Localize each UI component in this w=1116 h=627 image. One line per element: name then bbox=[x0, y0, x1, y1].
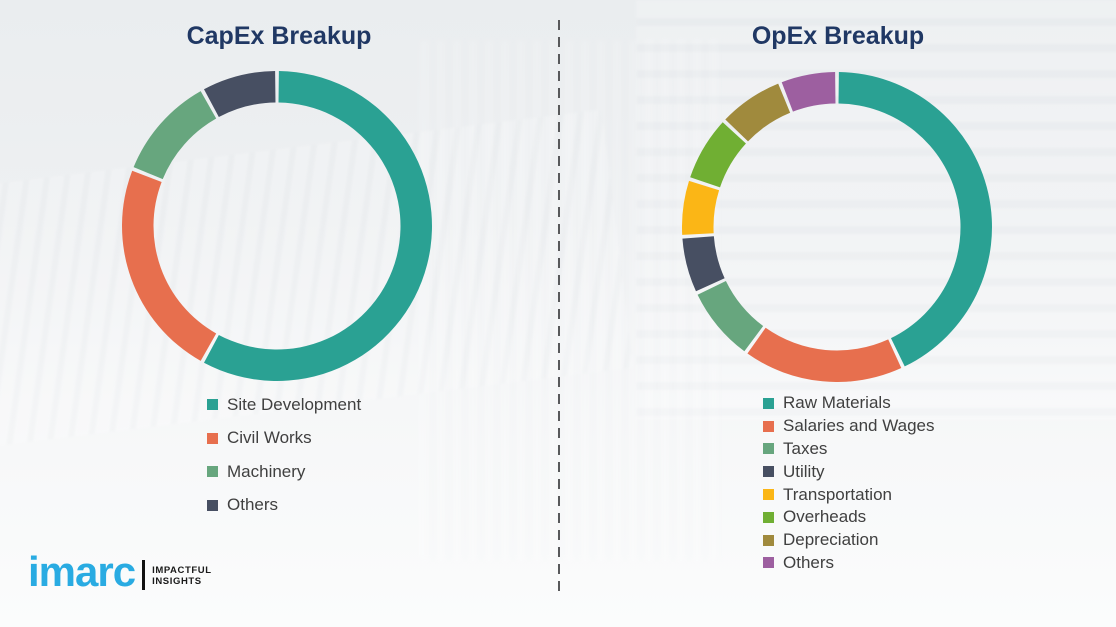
logo-tagline-line1: IMPACTFUL bbox=[152, 564, 212, 576]
imarc-logo: imarc IMPACTFUL INSIGHTS bbox=[28, 551, 212, 593]
logo-divider-bar bbox=[142, 560, 146, 590]
legend-item-taxes: Taxes bbox=[763, 438, 935, 461]
opex-donut-chart bbox=[682, 72, 992, 382]
legend-swatch bbox=[207, 499, 218, 511]
legend-swatch bbox=[763, 534, 774, 546]
capex-legend: Site Development Civil Works Machinery Othe… bbox=[207, 388, 361, 522]
legend-swatch bbox=[763, 420, 774, 432]
legend-item-overheads: Overheads bbox=[763, 506, 935, 529]
legend-label: Others bbox=[227, 495, 279, 515]
donut-segment-depreciation bbox=[725, 83, 791, 142]
legend-item-raw-materials: Raw Materials bbox=[763, 392, 935, 415]
legend-label: Overheads bbox=[783, 507, 867, 527]
donut-segment-taxes bbox=[697, 280, 764, 352]
legend-swatch bbox=[763, 511, 774, 523]
legend-label: Others bbox=[783, 552, 835, 572]
legend-item-depreciation: Depreciation bbox=[763, 529, 935, 552]
donut-segment-raw-materials bbox=[838, 72, 992, 367]
legend-swatch bbox=[207, 399, 218, 411]
capex-chart-title: CapEx Breakup bbox=[186, 22, 372, 50]
legend-label: Utility bbox=[783, 461, 825, 481]
legend-swatch bbox=[763, 557, 774, 569]
opex-panel: OpEx Breakup bbox=[560, 0, 1116, 627]
logo-tagline-line2: INSIGHTS bbox=[152, 575, 202, 587]
legend-swatch bbox=[763, 397, 774, 409]
legend-item-transportation: Transportation bbox=[763, 483, 935, 506]
legend-swatch bbox=[207, 432, 218, 444]
legend-item-salaries-and-wages: Salaries and Wages bbox=[763, 415, 935, 438]
donut-segment-utility bbox=[682, 236, 725, 292]
donut-segment-transportation bbox=[682, 180, 720, 235]
legend-item-civil-works: Civil Works bbox=[207, 422, 361, 456]
legend-item-utility: Utility bbox=[763, 460, 935, 483]
legend-item-site-development: Site Development bbox=[207, 388, 361, 422]
donut-segment-salaries-and-wages bbox=[747, 327, 902, 382]
legend-label: Taxes bbox=[783, 438, 828, 458]
legend-label: Civil Works bbox=[227, 428, 312, 448]
divider-dashed-line bbox=[558, 20, 560, 591]
donut-segment-others bbox=[203, 71, 276, 118]
donut-segment-others bbox=[781, 72, 836, 112]
legend-label: Raw Materials bbox=[783, 393, 891, 413]
legend-label: Transportation bbox=[783, 484, 892, 504]
legend-item-others: Others bbox=[207, 489, 361, 523]
legend-label: Salaries and Wages bbox=[783, 416, 935, 436]
legend-item-machinery: Machinery bbox=[207, 455, 361, 489]
imarc-logo-text: imarc bbox=[28, 548, 136, 595]
opex-chart-title: OpEx Breakup bbox=[751, 22, 925, 50]
opex-legend: Raw Materials Salaries and Wages Taxes Util… bbox=[763, 392, 935, 574]
legend-label: Machinery bbox=[227, 461, 306, 481]
donut-segment-civil-works bbox=[122, 170, 217, 361]
legend-swatch bbox=[763, 489, 774, 501]
legend-label: Site Development bbox=[227, 394, 362, 414]
legend-item-others: Others bbox=[763, 552, 935, 575]
legend-swatch bbox=[763, 466, 774, 478]
logo-tagline: IMPACTFUL INSIGHTS bbox=[152, 565, 212, 587]
legend-label: Depreciation bbox=[783, 530, 879, 550]
donut-segment-overheads bbox=[690, 122, 746, 188]
donut-segment-machinery bbox=[133, 91, 217, 180]
capex-panel: CapEx Breakup bbox=[186, 22, 372, 50]
legend-swatch bbox=[763, 443, 774, 455]
legend-swatch bbox=[207, 466, 218, 478]
donut-segment-site-development bbox=[203, 71, 432, 381]
capex-donut-chart bbox=[122, 71, 432, 381]
